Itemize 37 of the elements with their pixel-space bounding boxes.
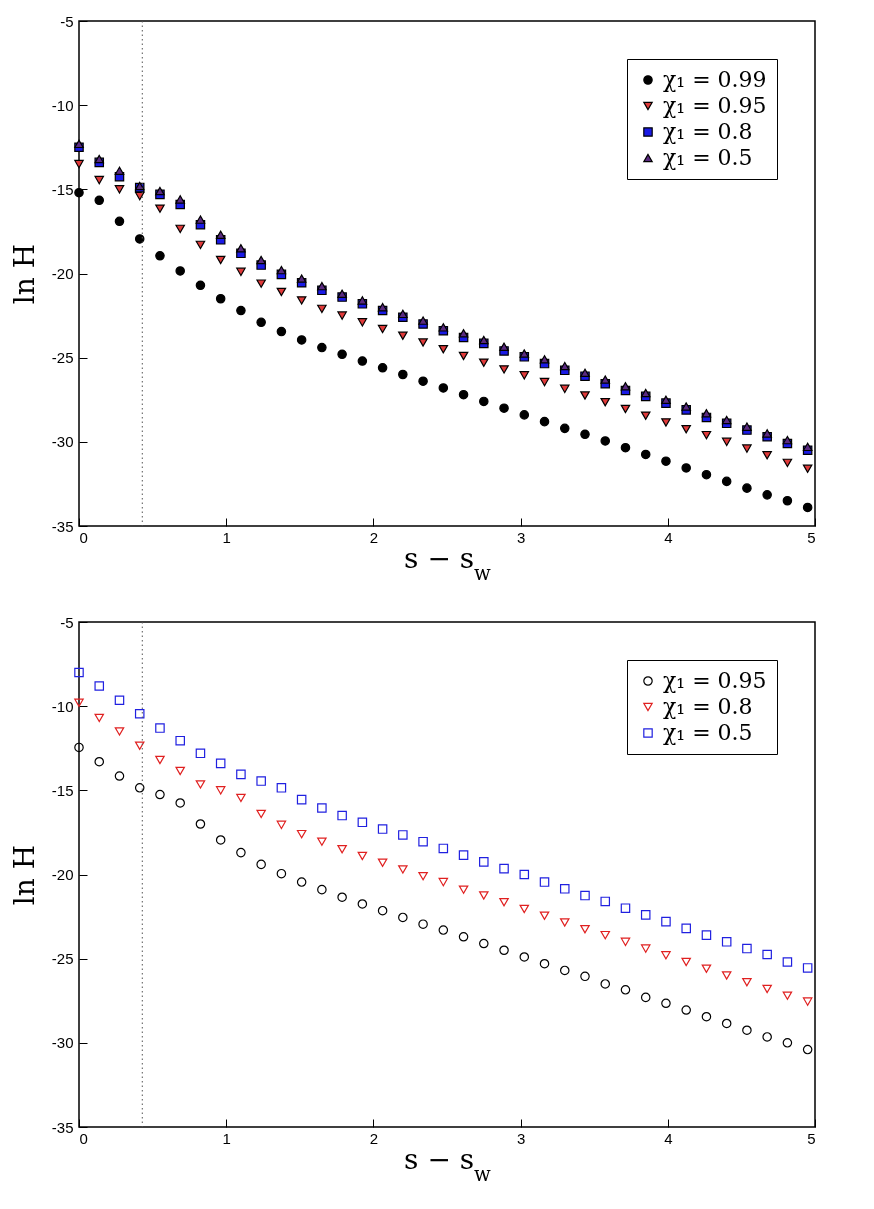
y-tick-label: -35 — [51, 1118, 74, 1136]
y-tick-label: -5 — [60, 12, 74, 30]
legend-label: χ₁ = 0.5 — [663, 145, 753, 170]
y-tick-label: -10 — [51, 96, 74, 114]
y-tick-label: -30 — [51, 1034, 74, 1052]
x-tick-label: 1 — [222, 528, 231, 546]
x-tick-label: 2 — [369, 1129, 379, 1147]
x-tick-label: 3 — [516, 528, 526, 546]
y-tick-label: -25 — [51, 950, 74, 968]
legend-label: χ₁ = 0.8 — [663, 119, 753, 144]
legend-label: χ₁ = 0.99 — [663, 67, 767, 92]
x-axis-title: s − s$_{w}$ — [404, 1142, 492, 1185]
y-tick-label: -20 — [51, 866, 74, 883]
x-axis-title: s − s$_{w}$ — [404, 541, 492, 584]
x-tick-label: 5 — [807, 1129, 816, 1147]
legend-label: χ₁ = 0.95 — [663, 93, 767, 118]
x-tick-label: 4 — [664, 528, 673, 546]
x-tick-label: 0 — [79, 528, 88, 546]
x-tick-label: 5 — [807, 528, 816, 546]
legend-label: χ₁ = 0.95 — [663, 668, 767, 693]
y-tick-label: -30 — [51, 433, 74, 451]
y-tick-label: -20 — [51, 265, 74, 282]
y-tick-label: -15 — [51, 781, 74, 799]
x-tick-label: 0 — [79, 1129, 88, 1147]
y-axis-title: ln H — [7, 243, 41, 305]
y-tick-label: -35 — [51, 517, 74, 535]
x-tick-label: 2 — [369, 528, 379, 546]
legend-label: χ₁ = 0.5 — [663, 720, 753, 745]
x-tick-label: 1 — [222, 1129, 231, 1147]
y-tick-label: -10 — [51, 697, 74, 715]
y-tick-label: -5 — [60, 613, 74, 631]
legend-label: χ₁ = 0.8 — [663, 694, 753, 719]
y-tick-label: -25 — [51, 349, 74, 367]
x-tick-label: 4 — [664, 1129, 673, 1147]
y-axis-title: ln H — [7, 844, 41, 906]
x-tick-label: 3 — [516, 1129, 526, 1147]
y-tick-label: -15 — [51, 180, 74, 198]
